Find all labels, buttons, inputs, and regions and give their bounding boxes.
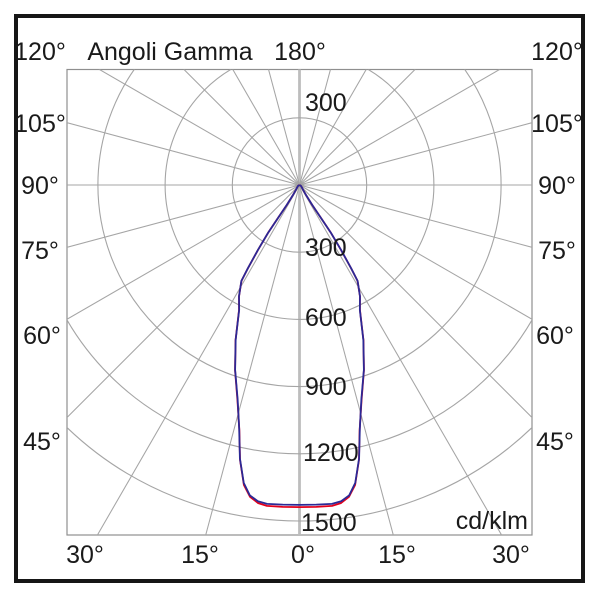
gamma-label-bottom-0: 0° xyxy=(291,541,315,569)
gamma-label-left-60: 60° xyxy=(23,322,61,350)
gamma-ray-165 xyxy=(298,69,331,186)
intensity-curves xyxy=(234,184,365,509)
gamma-ray-75 xyxy=(299,184,532,248)
gamma-label-top-180: 180° xyxy=(274,38,326,66)
radial-label-1200: 1200 xyxy=(303,439,359,467)
outer-frame xyxy=(14,14,585,583)
chart-title: Angoli Gamma xyxy=(87,38,252,66)
gamma-ray-315 xyxy=(67,184,300,419)
gamma-label-bottom-15r: 15° xyxy=(378,541,416,569)
gamma-ray-240 xyxy=(98,69,300,186)
gamma-ray-210 xyxy=(232,69,300,186)
gamma-label-left-45: 45° xyxy=(23,428,61,456)
gamma-ray-45 xyxy=(299,184,532,419)
gamma-ray-225 xyxy=(183,69,300,186)
radial-circle-1500 xyxy=(67,426,532,522)
gamma-label-bottom-15l: 15° xyxy=(181,541,219,569)
gamma-ray-285 xyxy=(67,184,300,248)
gamma-label-right-75: 75° xyxy=(538,237,576,265)
gamma-label-left-120: 120° xyxy=(14,38,66,66)
gamma-label-bottom-30r: 30° xyxy=(492,541,530,569)
gamma-label-right-120: 120° xyxy=(531,38,583,66)
gamma-ray-300 xyxy=(67,184,300,320)
radial-label-600: 600 xyxy=(305,304,347,332)
gamma-label-right-105: 105° xyxy=(531,110,583,138)
radial-circle-1200 xyxy=(67,318,532,455)
radial-label-900: 900 xyxy=(305,373,347,401)
gamma-ray-120 xyxy=(299,69,501,186)
gamma-ray-105 xyxy=(299,122,532,186)
gamma-ray-345 xyxy=(205,184,301,535)
gamma-label-left-105: 105° xyxy=(14,110,66,138)
gamma-ray-135 xyxy=(299,69,416,186)
gamma-ray-15 xyxy=(298,184,394,535)
radial-label-300-up: 300 xyxy=(305,89,347,117)
gamma-ray-195 xyxy=(268,69,301,186)
radial-label-300-down: 300 xyxy=(305,234,347,262)
unit-label: cd/klm xyxy=(456,507,528,535)
gamma-ray-150 xyxy=(299,69,367,186)
radial-label-1500: 1500 xyxy=(301,509,357,537)
gamma-label-left-90: 90° xyxy=(21,172,59,200)
gamma-ray-60 xyxy=(299,184,532,320)
gamma-ray-255 xyxy=(67,122,300,186)
gamma-label-right-60: 60° xyxy=(536,322,574,350)
blue-curve xyxy=(234,184,365,506)
gamma-label-left-75: 75° xyxy=(21,237,59,265)
gamma-label-bottom-30l: 30° xyxy=(66,541,104,569)
gamma-label-right-90: 90° xyxy=(538,172,576,200)
gamma-label-right-45: 45° xyxy=(536,428,574,456)
